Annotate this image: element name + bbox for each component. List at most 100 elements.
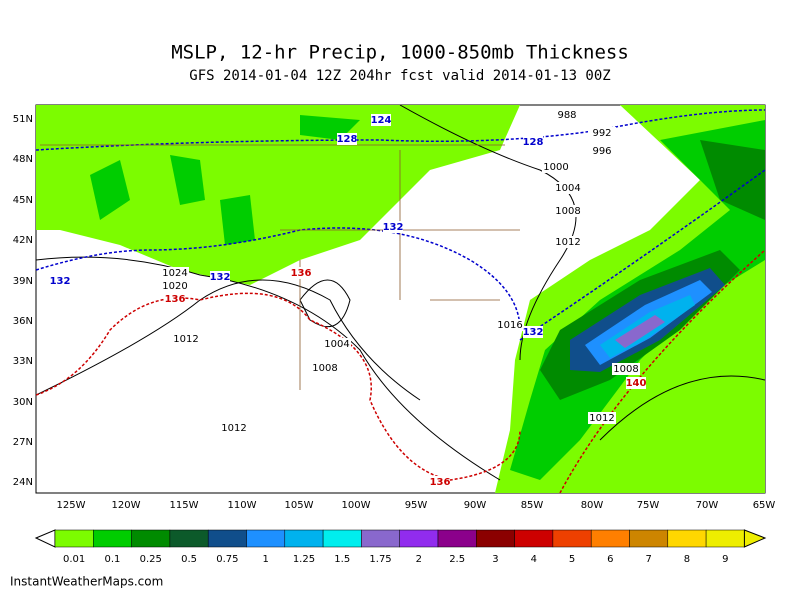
colorbar-swatch [437,529,477,548]
isobar-label-bg [554,205,582,217]
thickness-label-bg [291,267,311,279]
isobar-label-bg [612,363,640,375]
lon-label: 95W [405,500,428,511]
thickness-label-bg [430,476,450,488]
subtitle: GFS 2014-01-04 12Z 204hr fcst valid 2014… [189,68,610,84]
thickness-label: 132 [210,272,231,283]
lon-label: 70W [696,500,719,511]
isobar-label-bg [588,412,616,424]
thickness-label: 132 [523,327,544,338]
lon-label: 110W [228,500,257,511]
lon-label: 120W [112,500,141,511]
colorbar-label: 5 [569,554,575,565]
thickness-label: 132 [50,276,71,287]
colorbar-swatch [284,529,324,548]
colorbar-swatch [322,529,362,548]
colorbar-swatch [54,529,94,548]
colorbar-swatch [629,529,669,548]
isobar-label: 1016 [497,320,522,331]
colorbar-label: 1.25 [293,554,315,565]
isobar-label-bg [554,182,582,194]
colorbar-label: 2.5 [449,554,465,565]
colorbar-label: 3 [492,554,498,565]
colorbar: 0.01 0.1 0.25 0.5 0.75 1 1.25 1.5 1.75 2 2.5 3 4 5 6 7 8… [34,529,767,565]
colorbar-swatch [207,529,247,548]
lat-label: 45N [13,195,33,206]
colorbar-label: 9 [722,554,728,565]
lat-label: 39N [13,276,33,287]
thickness-label-bg [337,133,357,145]
isobar-label-bg [172,333,200,345]
lat-label: 27N [13,437,33,448]
isobar-label-bg [161,267,189,279]
isobar-label: 1008 [312,363,337,374]
lat-label: 42N [13,235,33,246]
colorbar-start [34,529,56,548]
thickness-label-bg [165,293,185,305]
isobar-label: 1012 [173,334,198,345]
lon-label: 125W [57,500,86,511]
isobar-label-bg [161,280,189,292]
isobar-label-bg [220,422,248,434]
lon-label: 80W [581,500,604,511]
thickness-label-bg [371,114,391,126]
isobar-label: 996 [592,146,611,157]
colorbar-swatch [131,529,171,548]
colorbar-label: 4 [531,554,537,565]
colorbar-label: 6 [607,554,613,565]
isobar-label: 1012 [589,413,614,424]
colorbar-label: 0.1 [104,554,120,565]
isobar-label: 992 [592,128,611,139]
isobar-label-bg [553,109,581,121]
lat-label: 51N [13,114,33,125]
colorbar-label: 1.5 [334,554,350,565]
thickness-label: 132 [383,222,404,233]
colorbar-label: 0.5 [181,554,197,565]
thickness-label: 136 [430,477,451,488]
isobar-label: 1008 [555,206,580,217]
colorbar-label: 1.75 [369,554,391,565]
lon-label: 90W [464,500,487,511]
thickness-label-bg [210,271,230,283]
thickness-label: 136 [291,268,312,279]
isobar-label-bg [588,127,616,139]
lon-label: 75W [637,500,660,511]
colorbar-swatch [399,529,439,548]
isobar-label-bg [542,161,570,173]
lat-label: 33N [13,356,33,367]
lon-label: 115W [170,500,199,511]
thickness-label-bg [50,275,70,287]
colorbar-label: 0.25 [140,554,162,565]
title: MSLP, 12-hr Precip, 1000-850mb Thickness [171,42,629,64]
thickness-label: 128 [523,137,544,148]
colorbar-label: 0.75 [216,554,238,565]
colorbar-swatch [590,529,630,548]
lat-label: 30N [13,397,33,408]
isobar-label: 1012 [555,237,580,248]
lon-label: 105W [285,500,314,511]
isobar-label-bg [311,362,339,374]
thickness-label-bg [523,136,543,148]
lon-label: 100W [342,500,371,511]
isobar-label-bg [588,145,616,157]
colorbar-end [743,529,767,548]
thickness-label-bg [626,377,646,389]
colorbar-label: 0.01 [63,554,85,565]
thickness-label: 140 [626,378,647,389]
credit: InstantWeatherMaps.com [10,575,163,589]
lat-label: 24N [13,477,33,488]
colorbar-swatch [169,529,209,548]
thickness-label: 136 [165,294,186,305]
precip-fields [36,105,765,493]
lon-label: 65W [753,500,776,511]
thickness-label: 124 [371,115,392,126]
isobar-label: 1020 [162,281,187,292]
isobar-label: 1000 [543,162,568,173]
colorbar-label: 2 [416,554,422,565]
isobar-label-bg [554,236,582,248]
colorbar-swatch [476,529,515,548]
colorbar-swatch [514,529,554,548]
lat-label: 36N [13,316,33,327]
isobar-label: 1008 [613,364,638,375]
